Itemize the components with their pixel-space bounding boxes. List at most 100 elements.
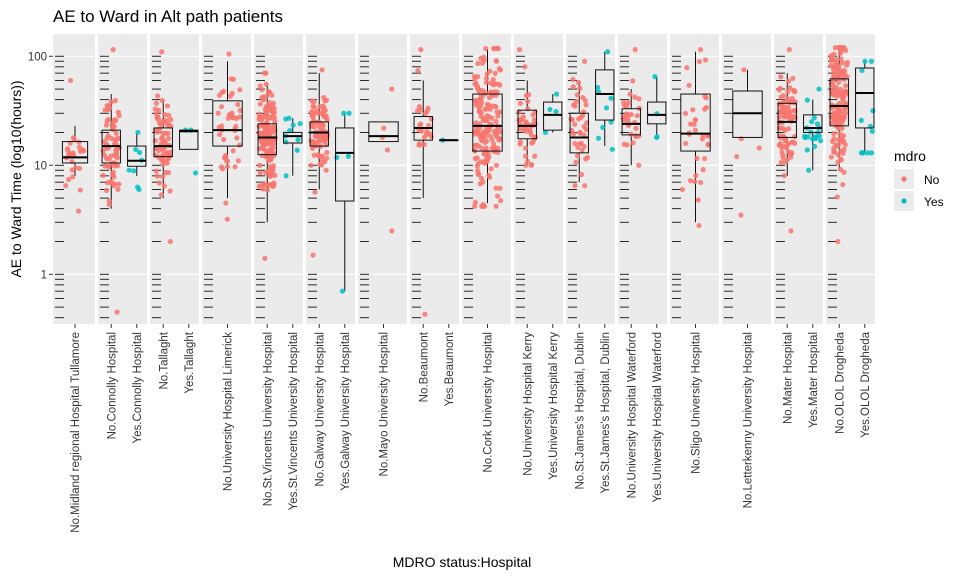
data-point	[493, 118, 499, 125]
data-point	[320, 123, 326, 129]
group-no	[256, 70, 279, 261]
data-point	[487, 133, 494, 139]
panel-background	[254, 34, 303, 324]
data-point	[226, 51, 232, 57]
data-point	[692, 127, 698, 133]
data-point	[70, 174, 76, 180]
data-point	[168, 116, 174, 123]
box	[368, 121, 399, 143]
group-no	[776, 47, 798, 234]
data-point	[778, 159, 784, 166]
facet-panel	[826, 34, 876, 324]
data-point	[869, 128, 875, 134]
data-point	[417, 142, 424, 148]
data-point	[270, 113, 276, 119]
data-point	[311, 104, 317, 110]
data-point	[788, 228, 794, 234]
facet-panel	[566, 34, 615, 324]
data-point	[262, 255, 268, 261]
data-point	[295, 137, 301, 143]
data-point	[527, 126, 533, 133]
data-point	[68, 151, 74, 157]
data-point	[687, 121, 694, 127]
data-point	[158, 122, 164, 128]
data-point	[858, 117, 864, 123]
data-point	[478, 96, 484, 102]
data-point	[779, 104, 785, 111]
data-point	[487, 174, 493, 180]
data-point	[267, 156, 273, 162]
facet-panel	[98, 34, 147, 324]
data-point	[75, 208, 82, 214]
data-point	[235, 101, 241, 108]
data-point	[160, 174, 166, 180]
data-point	[791, 87, 797, 94]
data-point	[422, 111, 429, 117]
data-point	[312, 140, 318, 146]
data-point	[842, 106, 849, 112]
data-point	[624, 142, 630, 148]
facet-panel	[618, 34, 667, 324]
facet-panel	[306, 34, 355, 324]
data-point	[76, 144, 83, 150]
facet-panel	[150, 34, 199, 324]
data-point	[576, 141, 583, 147]
data-point	[229, 90, 235, 96]
facet-panel	[358, 34, 407, 324]
y-tick-label: 100	[28, 51, 47, 63]
data-point	[837, 166, 844, 172]
group-no	[732, 67, 763, 218]
data-point	[323, 167, 329, 173]
data-point	[237, 114, 243, 120]
data-point	[572, 121, 578, 127]
data-point	[831, 149, 837, 155]
data-point	[831, 87, 837, 93]
data-point	[482, 134, 488, 140]
data-point	[835, 159, 841, 165]
x-axis-title: MDRO status:Hospital	[393, 554, 531, 570]
data-point	[165, 152, 171, 159]
data-point	[791, 100, 797, 106]
data-point	[609, 146, 615, 152]
data-point	[136, 149, 143, 156]
data-point	[114, 309, 120, 315]
data-point	[257, 101, 263, 107]
data-point	[840, 70, 846, 76]
panel-background	[98, 34, 147, 324]
data-point	[110, 169, 116, 175]
data-point	[165, 169, 172, 176]
data-point	[804, 97, 810, 103]
data-point	[476, 105, 482, 111]
data-point	[260, 94, 266, 100]
data-point	[785, 96, 791, 102]
data-point	[603, 105, 610, 111]
category-label: No.Midland regional Hospital Tullamore	[70, 332, 82, 533]
data-point	[570, 102, 577, 108]
data-point	[697, 47, 704, 53]
data-point	[493, 133, 500, 139]
data-point	[690, 107, 696, 113]
data-point	[632, 94, 638, 100]
data-point	[789, 95, 795, 102]
data-point	[860, 150, 866, 156]
data-point	[574, 92, 580, 98]
data-point	[154, 93, 161, 99]
box	[621, 108, 641, 136]
data-point	[489, 115, 495, 121]
data-point	[843, 110, 849, 116]
data-point	[600, 124, 606, 130]
group-no	[568, 58, 591, 189]
data-point	[524, 158, 531, 165]
data-point	[838, 56, 844, 62]
data-point	[652, 74, 658, 80]
data-point	[776, 87, 782, 93]
data-point	[341, 110, 347, 116]
data-point	[572, 183, 578, 189]
data-point	[271, 105, 277, 112]
data-point	[164, 103, 171, 109]
data-point	[287, 128, 293, 134]
data-point	[479, 60, 486, 66]
box	[777, 102, 797, 138]
data-point	[595, 135, 602, 141]
data-point	[817, 138, 824, 144]
